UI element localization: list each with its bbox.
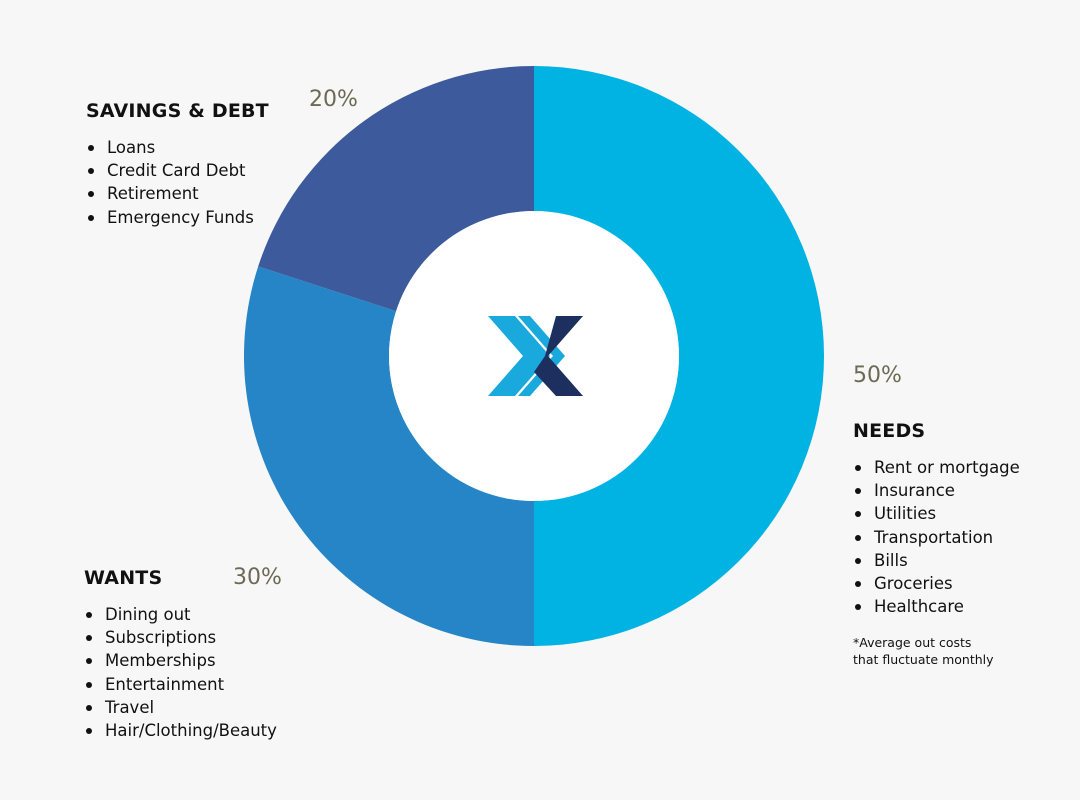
slice-wants (243, 266, 535, 646)
savings-debt-percent: 20% (309, 87, 358, 112)
savings-debt-title: SAVINGS & DEBT (86, 100, 269, 122)
x-logo-icon (488, 316, 583, 396)
footnote-line-1: *Average out costs (853, 635, 972, 650)
wants-list-item: Dining out (84, 603, 277, 626)
footnote: *Average out costs that fluctuate monthl… (853, 634, 1033, 668)
needs-list-item: Insurance (853, 479, 1020, 502)
footnote-line-2: that fluctuate monthly (853, 652, 994, 667)
needs-section: NEEDS Rent or mortgage Insurance Utilities… (853, 420, 1020, 618)
needs-list-item: Bills (853, 549, 1020, 572)
savings-debt-list: Loans Credit Card Debt Retirement Emergency… (86, 136, 269, 229)
savings-list-item: Credit Card Debt (86, 159, 269, 182)
needs-list-item: Healthcare (853, 595, 1020, 618)
wants-list: Dining out Subscriptions Memberships Entert… (84, 603, 277, 742)
savings-list-item: Loans (86, 136, 269, 159)
wants-list-item: Memberships (84, 649, 277, 672)
wants-list-item: Travel (84, 696, 277, 719)
wants-section: WANTS Dining out Subscriptions Memberships… (84, 567, 277, 742)
wants-list-item: Entertainment (84, 673, 277, 696)
needs-percent: 50% (853, 363, 902, 388)
needs-list-item: Groceries (853, 572, 1020, 595)
wants-title: WANTS (84, 567, 163, 589)
needs-list: Rent or mortgage Insurance Utilities Transp… (853, 456, 1020, 618)
wants-list-item: Subscriptions (84, 626, 277, 649)
wants-list-item: Hair/Clothing/Beauty (84, 719, 277, 742)
savings-debt-section: SAVINGS & DEBT Loans Credit Card Debt Reti… (86, 100, 269, 229)
needs-list-item: Rent or mortgage (853, 456, 1020, 479)
donut-slices (243, 66, 824, 646)
slice-savings-debt (258, 66, 534, 312)
wants-percent: 30% (233, 565, 282, 590)
needs-list-item: Utilities (853, 502, 1020, 525)
needs-title: NEEDS (853, 420, 926, 442)
needs-list-item: Transportation (853, 526, 1020, 549)
savings-list-item: Emergency Funds (86, 206, 269, 229)
savings-list-item: Retirement (86, 182, 269, 205)
